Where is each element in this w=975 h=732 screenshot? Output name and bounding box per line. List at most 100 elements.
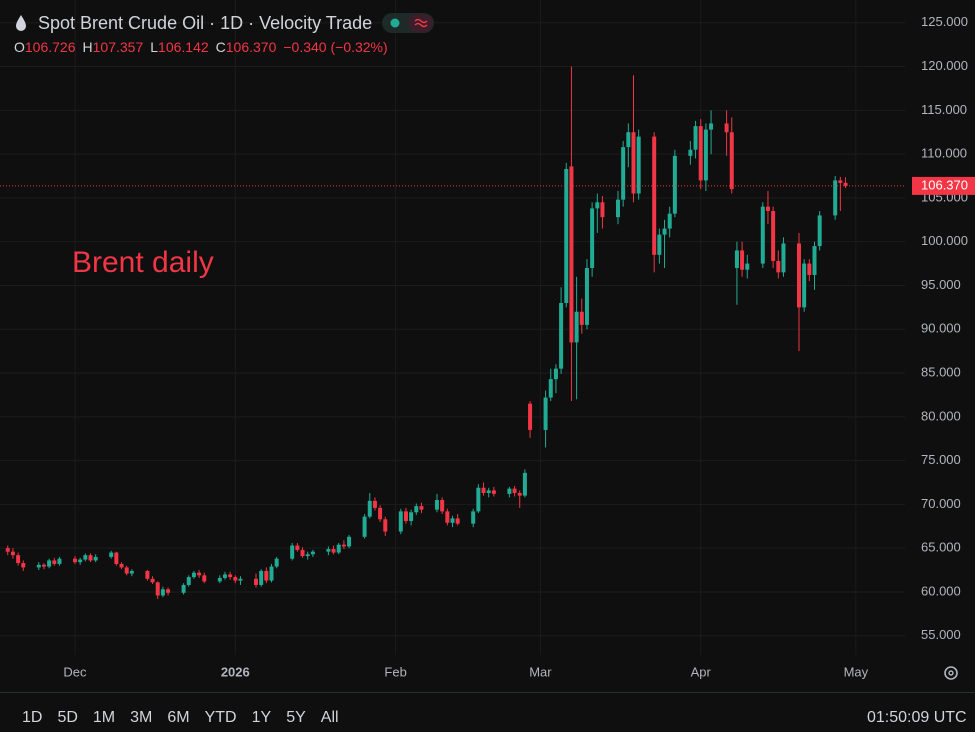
range-button[interactable]: 3M — [130, 709, 153, 726]
clock: 01:50:09 UTC — [867, 709, 967, 726]
candle-body — [590, 208, 595, 268]
candle-body — [776, 260, 781, 273]
change: −0.340 (−0.32%) — [283, 39, 388, 55]
candle-body — [688, 149, 693, 156]
candle-body — [378, 507, 383, 520]
candle-body — [579, 311, 584, 325]
candle-body — [310, 551, 315, 555]
candle-body — [202, 575, 207, 582]
chart: 55.000 60.000 65.000 70.000 75.000 80.000 85.0… — [0, 0, 975, 692]
range-button[interactable]: YTD — [204, 709, 237, 726]
status-pill[interactable] — [382, 13, 435, 33]
candle-body — [305, 554, 310, 557]
drop-icon — [16, 15, 26, 31]
candle-body — [403, 511, 408, 522]
candle-body — [528, 403, 533, 430]
candle-body — [709, 123, 714, 130]
candle-body — [419, 506, 424, 510]
candle-body — [217, 577, 222, 582]
x-tick-label: Feb — [384, 664, 406, 679]
y-tick-label: 95.000 — [921, 277, 961, 292]
candle-body — [114, 552, 119, 564]
range-button[interactable]: 6M — [167, 709, 190, 726]
y-tick-label: 90.000 — [921, 321, 961, 336]
candle-body — [367, 500, 372, 517]
candle-body — [553, 368, 558, 380]
candle-body — [838, 180, 843, 183]
candle-body — [150, 578, 155, 583]
candle-body — [574, 311, 579, 343]
range-button[interactable]: 1M — [92, 709, 116, 726]
ohlc-key: L — [150, 39, 159, 55]
candle-body — [57, 558, 62, 564]
candle-body — [336, 544, 341, 553]
candle-body — [481, 487, 486, 494]
x-tick-label: Mar — [529, 664, 552, 679]
candle-body — [817, 215, 822, 247]
candle-body — [383, 519, 388, 532]
candle-body — [491, 490, 496, 494]
candle-body — [781, 243, 786, 273]
y-tick-label: 125.000 — [921, 14, 968, 29]
candle-body — [5, 548, 10, 552]
status-icons — [390, 14, 434, 32]
candle-body — [559, 302, 564, 369]
range-button[interactable]: 1Y — [251, 709, 272, 726]
ohlc-value: 106.370 — [225, 39, 277, 55]
candle-body — [765, 206, 770, 212]
candle-body — [693, 126, 698, 150]
settings-icon[interactable] — [944, 666, 958, 680]
candle-body — [812, 246, 817, 275]
y-tick-label: 85.000 — [921, 364, 961, 379]
title-row: Spot Brent Crude Oil · 1D · Velocity Tra… — [14, 10, 435, 36]
candle-body — [93, 556, 98, 561]
candle-body — [264, 570, 269, 581]
y-tick-label: 70.000 — [921, 496, 961, 511]
candle-body — [802, 263, 807, 308]
candle-body — [729, 132, 734, 190]
candle-body — [833, 180, 838, 216]
price-label: 106.370 — [921, 177, 968, 192]
candle-body — [440, 500, 445, 512]
candle-body — [843, 182, 848, 186]
candle-body — [703, 129, 708, 181]
range-button[interactable]: 1D — [22, 709, 43, 726]
candle-body — [584, 267, 589, 325]
plot-background — [0, 0, 975, 692]
candle-body — [507, 488, 512, 494]
annotation: Brent daily — [72, 246, 214, 279]
range-button[interactable]: All — [320, 709, 339, 726]
candle-body — [300, 549, 305, 557]
settings-ring — [944, 666, 958, 680]
candle-body — [78, 559, 83, 563]
candle-body — [667, 213, 672, 229]
candle-body — [621, 147, 626, 200]
candle-body — [238, 578, 243, 581]
y-tick-label: 80.000 — [921, 408, 961, 423]
candle-body — [372, 500, 377, 508]
candle-body — [486, 490, 491, 494]
range-button[interactable]: 5D — [57, 709, 78, 726]
ohlc-key: H — [82, 39, 93, 55]
ohlc-value: 106.142 — [158, 39, 209, 55]
candle-body — [771, 211, 776, 261]
ohlc-value: 106.726 — [24, 39, 76, 55]
candle-body — [88, 555, 93, 561]
candle-body — [662, 228, 667, 235]
y-tick-label: 115.000 — [921, 102, 967, 117]
candle-body — [52, 560, 57, 564]
candle-body — [734, 250, 739, 268]
candle-body — [476, 487, 481, 512]
price-label-box — [912, 176, 975, 195]
candle-body — [36, 564, 41, 568]
range-button[interactable]: 5Y — [286, 709, 306, 726]
candle-body — [72, 558, 77, 563]
candle-body — [290, 545, 295, 559]
x-tick-label: Dec — [63, 664, 87, 679]
candle-body — [145, 570, 150, 579]
candle-body — [109, 552, 114, 557]
x-tick-label: May — [844, 664, 869, 679]
candle-body — [745, 263, 750, 270]
candle-body — [197, 572, 202, 576]
candle-body — [41, 564, 46, 567]
